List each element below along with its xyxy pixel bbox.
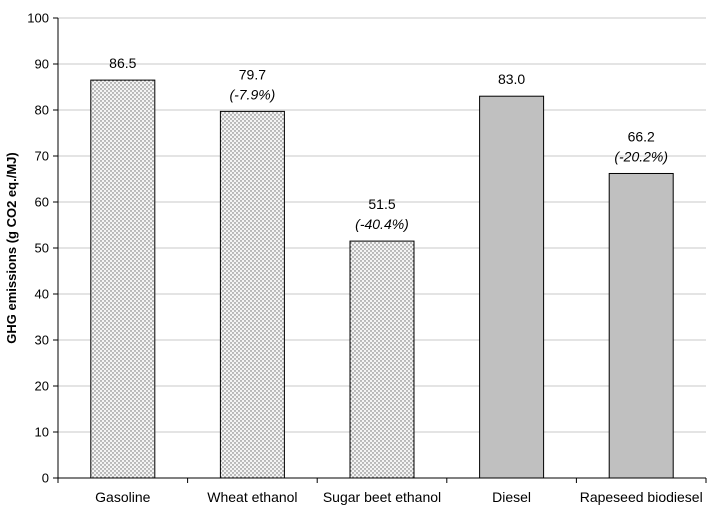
change-label: (-20.2%) (614, 148, 668, 164)
y-tick-label: 100 (27, 11, 49, 26)
y-axis-title: GHG emissions (g CO2 eq./MJ) (4, 152, 19, 343)
y-tick-label: 50 (35, 241, 49, 256)
change-label: (-7.9%) (229, 86, 275, 102)
x-category-label: Rapeseed biodiesel (580, 489, 703, 505)
y-tick-label: 70 (35, 149, 49, 164)
change-label: (-40.4%) (355, 216, 409, 232)
y-tick-label: 40 (35, 287, 49, 302)
y-tick-label: 10 (35, 425, 49, 440)
y-tick-label: 80 (35, 103, 49, 118)
data-label: 51.5 (368, 196, 395, 212)
y-tick-label: 20 (35, 379, 49, 394)
y-tick-label: 0 (42, 471, 49, 486)
data-label: 79.7 (239, 66, 266, 82)
x-category-label: Sugar beet ethanol (323, 489, 441, 505)
data-label: 83.0 (498, 71, 525, 87)
labels: Gasoline 86.5 Wheat ethanol 79.7 (-7.9%) Suga… (4, 55, 703, 505)
y-tick-label: 60 (35, 195, 49, 210)
y-tick-label: 90 (35, 57, 49, 72)
data-label: 66.2 (628, 128, 655, 144)
axes: 0 10 20 30 40 50 60 70 80 90 100 (27, 11, 707, 486)
bar-sugar-beet-ethanol (349, 240, 415, 479)
bar-wheat-ethanol (219, 110, 285, 479)
bar-gasoline (90, 79, 156, 479)
x-category-label: Diesel (492, 489, 531, 505)
bar-diesel (479, 95, 545, 479)
y-tick-label: 30 (35, 333, 49, 348)
bar-rapeseed-biodiesel (608, 172, 674, 479)
bars (90, 79, 674, 479)
x-category-label: Gasoline (95, 489, 150, 505)
x-category-label: Wheat ethanol (207, 489, 297, 505)
data-label: 86.5 (109, 55, 136, 71)
